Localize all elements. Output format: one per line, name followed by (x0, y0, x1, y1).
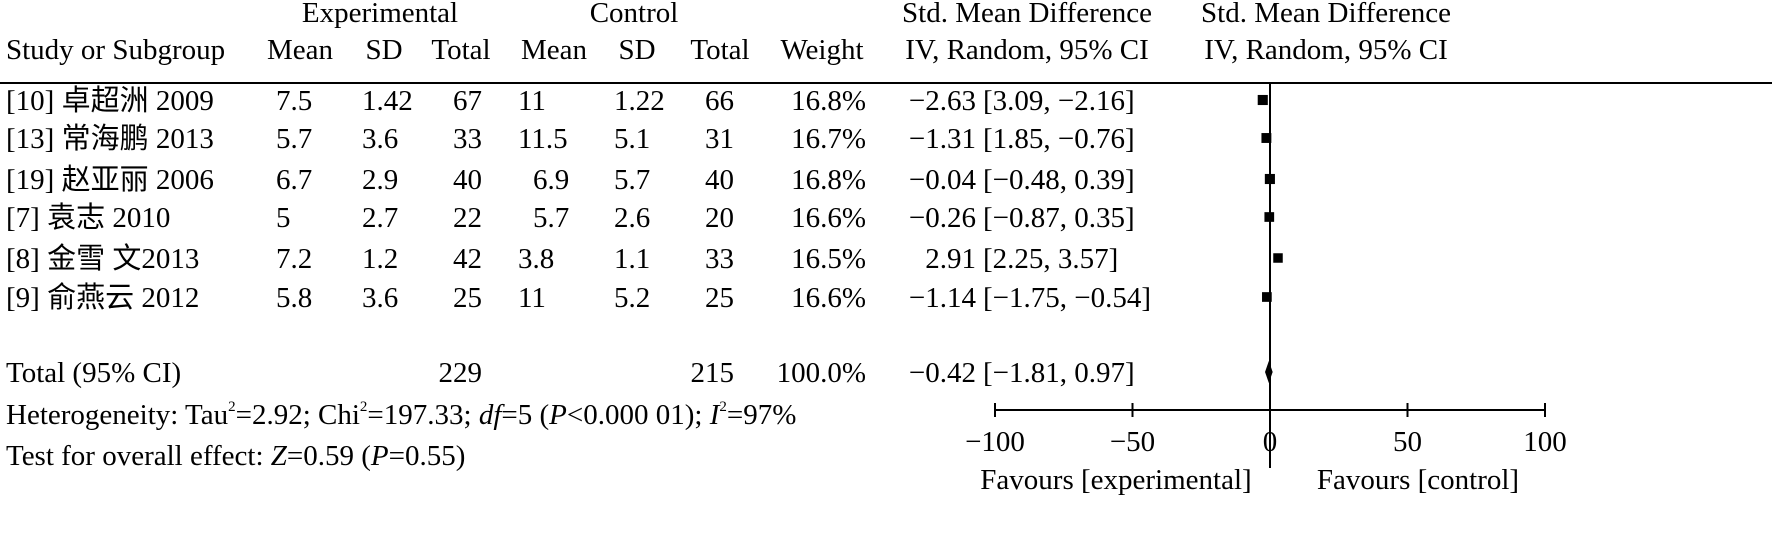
col-ctl-total: Total (690, 34, 750, 66)
ctl-sd: 5.7 (614, 164, 651, 196)
col-exp-total: Total (431, 34, 491, 66)
exp-total: 22 (453, 202, 482, 234)
smd-value: −0.26 (908, 202, 976, 234)
ctl-sd: 1.22 (614, 85, 665, 117)
exp-mean: 6.7 (276, 164, 313, 196)
ctl-sd: 5.1 (614, 123, 651, 155)
exp-mean: 5 (276, 202, 291, 234)
exp-total: 42 (453, 243, 482, 275)
exp-total: 33 (453, 123, 482, 155)
study-marker (1257, 94, 1268, 106)
ctl-sd: 1.1 (614, 243, 651, 275)
smd-value: 2.91 (925, 243, 976, 275)
exp-mean: 7.2 (276, 243, 313, 275)
weight: 16.6% (791, 202, 866, 234)
smd-ci: [−0.87, 0.35] (983, 202, 1135, 234)
col-ci-right: IV, Random, 95% CI (1204, 34, 1448, 66)
ctl-mean: 3.8 (518, 243, 555, 275)
exp-mean: 5.8 (276, 282, 313, 314)
col-weight: Weight (780, 34, 864, 66)
exp-sd: 3.6 (362, 282, 399, 314)
col-ctl-sd: SD (618, 34, 656, 66)
col-study: Study or Subgroup (6, 34, 226, 66)
x-tick-label: 0 (1263, 426, 1278, 458)
overall-effect-stat: Test for overall effect: Z=0.59 (P=0.55) (6, 440, 466, 472)
smd-ci: [1.85, −0.76] (983, 123, 1135, 155)
smd-value: −1.14 (908, 282, 976, 314)
exp-sd: 1.2 (362, 243, 399, 275)
header-control: Control (589, 0, 679, 29)
ctl-total: 25 (705, 282, 734, 314)
exp-mean: 5.7 (276, 123, 313, 155)
weight: 16.7% (791, 123, 866, 155)
weight: 16.5% (791, 243, 866, 275)
header-smd-left: Std. Mean Difference (902, 0, 1152, 29)
x-tick-label: 50 (1393, 426, 1422, 458)
col-exp-sd: SD (365, 34, 403, 66)
exp-sd: 2.7 (362, 202, 399, 234)
smd-value: −2.63 (908, 85, 976, 117)
study-name: [19] 赵亚丽 2006 (6, 164, 214, 196)
exp-total: 40 (453, 164, 482, 196)
smd-value: −0.04 (908, 164, 976, 196)
x-tick-label: −100 (965, 426, 1025, 458)
weight: 16.8% (791, 164, 866, 196)
total-ci: [−1.81, 0.97] (983, 357, 1135, 389)
total-label: Total (95% CI) (6, 357, 182, 389)
exp-total: 67 (453, 85, 482, 117)
smd-ci: [2.25, 3.57] (983, 243, 1119, 275)
study-name: [7] 袁志 2010 (6, 202, 171, 234)
smd-value: −1.31 (908, 123, 976, 155)
total-exp: 229 (438, 357, 483, 389)
exp-mean: 7.5 (276, 85, 313, 117)
weight: 16.6% (791, 282, 866, 314)
x-tick-label: 100 (1523, 426, 1567, 458)
ctl-mean: 11 (518, 85, 546, 117)
header-smd-right: Std. Mean Difference (1201, 0, 1451, 29)
ctl-mean: 6.9 (533, 164, 570, 196)
exp-sd: 1.42 (362, 85, 413, 117)
study-name: [8] 金雪 文2013 (6, 243, 200, 275)
ctl-total: 33 (705, 243, 734, 275)
favours-experimental-label: Favours [experimental] (980, 464, 1251, 496)
study-marker (1264, 212, 1275, 222)
total-smd: −0.42 (908, 357, 976, 389)
ctl-mean: 11.5 (518, 123, 568, 155)
study-name: [10] 卓超洲 2009 (6, 85, 214, 117)
ctl-mean: 11 (518, 282, 546, 314)
study-name: [9] 俞燕云 2012 (6, 282, 200, 314)
exp-sd: 2.9 (362, 164, 399, 196)
total-ctl: 215 (690, 357, 735, 389)
smd-ci: [−0.48, 0.39] (983, 164, 1135, 196)
study-marker (1273, 253, 1283, 263)
study-marker (1262, 292, 1272, 302)
ctl-total: 66 (705, 85, 734, 117)
header-experimental: Experimental (301, 0, 459, 29)
weight: 16.8% (791, 85, 866, 117)
exp-sd: 3.6 (362, 123, 399, 155)
x-tick-label: −50 (1110, 426, 1155, 458)
ctl-mean: 5.7 (533, 202, 570, 234)
ctl-sd: 2.6 (614, 202, 651, 234)
smd-ci: [3.09, −2.16] (983, 85, 1135, 117)
ctl-sd: 5.2 (614, 282, 651, 314)
heterogeneity-stat: Heterogeneity: Tau2=2.92; Chi2=197.33; d… (6, 399, 797, 431)
col-exp-mean: Mean (266, 34, 334, 66)
col-ci-left: IV, Random, 95% CI (905, 34, 1149, 66)
exp-total: 25 (453, 282, 482, 314)
col-ctl-mean: Mean (520, 34, 588, 66)
study-name: [13] 常海鹏 2013 (6, 123, 214, 155)
study-marker (1264, 173, 1275, 185)
header-rule (0, 82, 1772, 84)
favours-control-label: Favours [control] (1317, 464, 1519, 496)
pooled-diamond (1265, 361, 1273, 383)
total-weight: 100.0% (776, 357, 866, 389)
ctl-total: 40 (705, 164, 734, 196)
smd-ci: [−1.75, −0.54] (983, 282, 1152, 314)
study-marker (1261, 133, 1272, 143)
ctl-total: 31 (705, 123, 734, 155)
ctl-total: 20 (705, 202, 734, 234)
